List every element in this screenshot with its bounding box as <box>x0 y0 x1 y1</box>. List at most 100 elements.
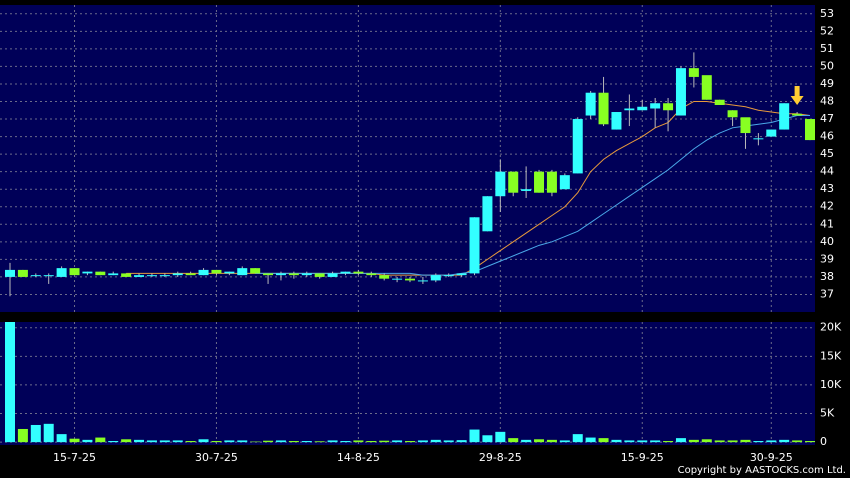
candle-body <box>611 112 622 130</box>
volume-bar <box>82 439 93 443</box>
candle-body <box>559 175 570 190</box>
volume-bar <box>637 440 648 443</box>
candle-body <box>779 103 790 130</box>
candle-body <box>17 269 28 277</box>
candle-body <box>340 271 351 274</box>
volume-bar <box>146 440 157 443</box>
candle-body <box>714 99 725 105</box>
y-tick-label: 43 <box>820 182 834 195</box>
candle-body <box>237 268 248 276</box>
y-tick-label: 48 <box>820 94 834 107</box>
volume-bar <box>185 440 196 443</box>
y-tick-label: 42 <box>820 200 834 213</box>
volume-bar <box>275 440 286 443</box>
candle-body <box>121 273 132 277</box>
y-tick-label: 53 <box>820 7 834 20</box>
candle-body <box>766 129 777 137</box>
volume-bar <box>43 423 54 443</box>
volume-bar <box>740 439 751 443</box>
candle-body <box>585 92 596 116</box>
candle-body <box>598 92 609 125</box>
candle-body <box>366 273 377 276</box>
volume-bar <box>172 440 183 443</box>
y-tick-label: 41 <box>820 217 834 230</box>
candle-body <box>546 171 557 193</box>
y-tick-label: 47 <box>820 112 834 125</box>
y-tick-label: 10K <box>820 378 842 391</box>
volume-bar <box>108 440 119 443</box>
candle-body <box>443 275 454 277</box>
volume-bar <box>263 440 274 443</box>
volume-bar <box>379 440 390 443</box>
candle-body <box>263 273 274 276</box>
x-tick-label: 14-8-25 <box>337 451 380 464</box>
volume-bar <box>663 440 674 443</box>
volume-bar <box>495 431 506 443</box>
volume-bar <box>301 440 312 443</box>
candle-body <box>521 189 532 191</box>
volume-bar <box>714 440 725 443</box>
volume-bar <box>327 440 338 443</box>
candle-body <box>572 119 583 174</box>
volume-bar <box>779 439 790 443</box>
candle-body <box>727 110 738 118</box>
candle-body <box>482 196 493 232</box>
volume-bar <box>443 440 454 443</box>
candle-body <box>5 269 15 277</box>
candle-body <box>314 273 325 277</box>
candle-body <box>146 275 157 277</box>
candle-body <box>185 273 196 276</box>
y-tick-label: 5K <box>820 407 835 420</box>
x-tick-label: 30-9-25 <box>750 451 793 464</box>
candle-body <box>534 171 545 193</box>
volume-bar <box>159 440 170 443</box>
volume-bar <box>585 437 596 443</box>
candle-body <box>275 273 286 276</box>
volume-bar <box>792 440 803 443</box>
y-tick-label: 15K <box>820 349 842 362</box>
candle-body <box>753 138 764 140</box>
candle-body <box>688 68 699 77</box>
candle-body <box>740 117 751 134</box>
candle-body <box>224 271 235 274</box>
volume-bar <box>134 439 145 443</box>
volume-bar <box>69 438 80 443</box>
candle-body <box>172 273 183 276</box>
volume-bar <box>675 438 686 443</box>
candle-body <box>701 75 712 100</box>
y-tick-label: 39 <box>820 252 834 265</box>
candle-body <box>30 275 41 277</box>
volume-bar <box>650 440 661 443</box>
volume-bar <box>405 440 415 443</box>
y-tick-label: 51 <box>820 42 834 55</box>
volume-bar <box>250 441 261 443</box>
candle-body <box>392 278 403 280</box>
volume-bar <box>624 440 635 443</box>
volume-bar <box>17 428 28 443</box>
candle-body <box>805 119 815 141</box>
candle-body <box>508 171 519 193</box>
x-tick-label: 15-7-25 <box>53 451 96 464</box>
volume-bar <box>688 439 699 443</box>
volume-bar <box>30 424 41 443</box>
candle-body <box>675 68 686 116</box>
volume-bar <box>753 440 764 443</box>
candle-body <box>637 106 648 111</box>
volume-bar <box>766 440 777 443</box>
x-tick-label: 29-8-25 <box>479 451 522 464</box>
y-tick-label: 37 <box>820 287 834 300</box>
volume-bar <box>482 435 493 443</box>
candle-body <box>288 273 299 276</box>
x-tick-label: 15-9-25 <box>621 451 664 464</box>
candle-body <box>56 268 67 277</box>
y-tick-label: 46 <box>820 130 834 143</box>
candle-body <box>82 271 93 274</box>
volume-bar <box>417 440 428 443</box>
candle-body <box>405 278 415 281</box>
volume-bar <box>805 440 815 443</box>
volume-bar <box>430 439 441 443</box>
volume-bar <box>353 440 364 443</box>
candle-body <box>301 273 312 276</box>
volume-bar <box>288 440 299 443</box>
candle-body <box>469 217 480 274</box>
